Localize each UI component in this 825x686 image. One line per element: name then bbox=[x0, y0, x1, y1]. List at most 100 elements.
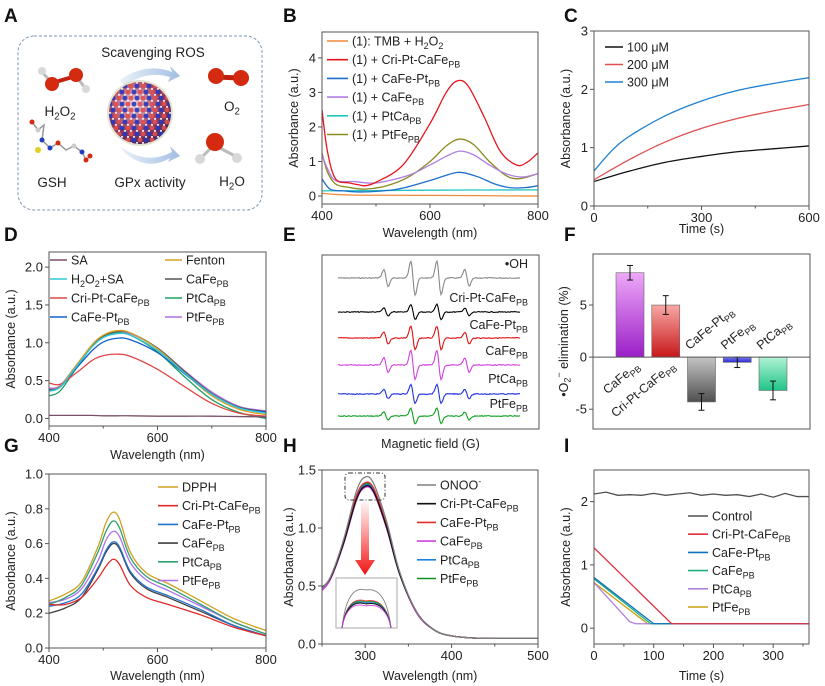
inset-curves bbox=[341, 588, 392, 629]
legend-item: PtCaPB​ bbox=[165, 292, 226, 309]
spectrum-label: CaFe-PtPB​ bbox=[469, 318, 528, 335]
legend-item: Cri-Pt-CaFePB​ bbox=[688, 528, 791, 545]
legend-label: Fenton bbox=[186, 254, 225, 268]
legend-label: H2O2+SA bbox=[71, 273, 124, 290]
y-tick-label: 3 bbox=[309, 85, 316, 100]
plot-frame bbox=[592, 253, 811, 430]
series-line bbox=[322, 189, 538, 192]
legend-label: Control bbox=[712, 510, 752, 524]
series-line bbox=[49, 530, 266, 635]
y-axis-label: Absorbance (a.u.) bbox=[4, 289, 18, 388]
y-tick-label: 2 bbox=[581, 494, 588, 509]
legend-item: (1) + CaFe-PtPB​ bbox=[327, 72, 440, 88]
legend-item: PtFePB​ bbox=[417, 572, 478, 589]
legend-label: CaFe-PtPB​ bbox=[182, 518, 241, 535]
series-line bbox=[322, 192, 538, 197]
series-lines bbox=[49, 511, 266, 637]
legend-label: PtCaPB​ bbox=[186, 292, 226, 309]
legend-item: (1) + Cri-Pt-CaFePB​ bbox=[327, 53, 460, 70]
series-line bbox=[49, 353, 266, 417]
series-line bbox=[594, 77, 809, 172]
spectrum-label: •OH bbox=[505, 257, 528, 271]
y-tick-label: 1.0 bbox=[25, 335, 43, 350]
legend-item: Fenton bbox=[165, 254, 225, 268]
legend-label: (1) + PtCaPB​ bbox=[352, 109, 421, 126]
gsh-molecule-icon bbox=[29, 119, 93, 163]
y-axis-label: •O2− elimination (%) bbox=[554, 286, 573, 397]
plot-frame bbox=[321, 31, 539, 205]
chart-d: 0.0 0.5 1.0 1.5 2.0 Absorbance (a.u.) 400 600 80… bbox=[4, 251, 277, 462]
legend-label: CaFePB​ bbox=[440, 535, 483, 552]
legend-label: PtFePB​ bbox=[182, 574, 220, 591]
x-tick-label: 400 bbox=[38, 652, 60, 667]
legend-item: (1) + CaFePB​ bbox=[327, 91, 424, 107]
y-tick-label: 0.0 bbox=[25, 411, 43, 426]
legend-label: PtFePB​ bbox=[186, 311, 224, 328]
legend-item: ONOO-​ bbox=[417, 477, 481, 493]
legend-item: (1): TMB + H2O2​ bbox=[327, 35, 443, 52]
y-tick-label: 0.5 bbox=[25, 373, 43, 388]
y-axis-label: Absorbance (a.u.) bbox=[287, 68, 301, 167]
epr-spectrum bbox=[337, 325, 521, 352]
legend-label: Cri-Pt-CaFePB​ bbox=[712, 528, 791, 545]
legend-item: Cri-Pt-CaFePB​ bbox=[50, 292, 150, 309]
series-line bbox=[594, 547, 809, 625]
series-lines bbox=[594, 77, 809, 183]
series-line bbox=[594, 491, 809, 498]
legend-item: CaFe-PtPB​ bbox=[417, 516, 499, 533]
red-down-arrow-icon bbox=[355, 502, 375, 575]
plot-frame bbox=[321, 469, 539, 645]
legend-label: CaFePB​ bbox=[712, 564, 755, 581]
y-axis-label: Absorbance (a.u.) bbox=[282, 507, 296, 606]
x-axis-label: Wavelength (nm) bbox=[110, 669, 205, 683]
legend-item: PtCaPB​ bbox=[688, 582, 752, 599]
legend-label: CaFePB​ bbox=[182, 537, 225, 554]
series-lines bbox=[594, 491, 809, 625]
legend-item: PtCaPB​ bbox=[417, 553, 480, 570]
bar bbox=[615, 272, 645, 358]
legend-item: 100 μM bbox=[605, 41, 669, 55]
gsh-label: GSH bbox=[37, 175, 66, 190]
chart-e: Magnetic field (G) •OH Cri-Pt-CaFePB​ CaFe-… bbox=[321, 254, 540, 451]
x-tick-label: 800 bbox=[527, 208, 549, 223]
y-tick-label: 1 bbox=[581, 140, 588, 155]
x-tick-label: 300 bbox=[762, 648, 784, 663]
y-tick-label: 2 bbox=[309, 119, 316, 134]
series-line bbox=[322, 79, 538, 187]
inset-curve bbox=[341, 588, 392, 629]
x-tick-label: 400 bbox=[441, 648, 463, 663]
legend-label: CaFe-PtPB​ bbox=[440, 516, 499, 533]
legend-item: (1) + PtFePB​ bbox=[327, 128, 420, 145]
x-tick-label: 0 bbox=[590, 648, 597, 663]
series-line bbox=[49, 511, 266, 632]
y-tick-label: 1.5 bbox=[25, 297, 43, 312]
y-axis-label: Absorbance (a.u.) bbox=[559, 69, 573, 168]
h2o2-molecule-icon bbox=[38, 67, 90, 93]
y-tick-label: 1.5 bbox=[298, 463, 316, 478]
x-tick-label: 600 bbox=[147, 652, 169, 667]
x-axis-label: Time (s) bbox=[679, 669, 724, 683]
bar-category-label: Cri-Pt-CaFePB​ bbox=[608, 359, 679, 422]
legend-label: Cri-Pt-CaFePB​ bbox=[182, 499, 261, 516]
y-tick-label: 0 bbox=[309, 189, 316, 204]
bar-category-label: PtCaPB​ bbox=[754, 316, 795, 354]
panel-label-i: I bbox=[564, 436, 569, 457]
x-tick-label: 600 bbox=[419, 208, 441, 223]
legend-label: Cri-Pt-CaFePB​ bbox=[71, 292, 150, 309]
y-tick-label: 0 bbox=[581, 199, 588, 214]
legend-item: SA bbox=[50, 254, 88, 268]
legend-label: ONOO-​ bbox=[440, 477, 481, 493]
series-line bbox=[322, 150, 538, 184]
spectrum-label: PtFePB​ bbox=[490, 397, 528, 414]
epr-spectrum bbox=[337, 348, 521, 382]
legend-label: (1): TMB + H2O2​ bbox=[352, 35, 443, 52]
panel-label-d: D bbox=[4, 225, 18, 246]
x-tick-label: 800 bbox=[255, 430, 277, 445]
legend-label: 200 μM bbox=[627, 58, 669, 72]
panel-label-g: G bbox=[4, 436, 19, 457]
legend-label: SA bbox=[71, 254, 88, 268]
x-axis-label: Wavelength (nm) bbox=[110, 448, 205, 462]
chart-i: 0 1 2 Absorbance (a.u.) 0 100 200 300 Time (s) Co… bbox=[559, 469, 810, 683]
